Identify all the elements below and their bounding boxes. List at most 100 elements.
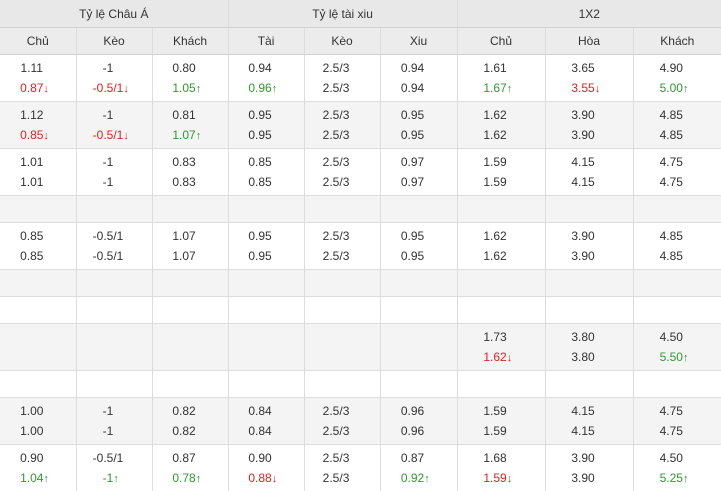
odds-value: 1.62 (483, 125, 506, 145)
odds-value: -1 (103, 172, 114, 192)
cell-ou-line: 2.5/3 (304, 125, 380, 149)
cell-ah-line: -0.5/1 ↓ (76, 125, 152, 149)
odds-value: 1.07 (172, 125, 195, 145)
cell-ah-line: -1 (76, 172, 152, 196)
col-header-handicap: Kèo (76, 28, 152, 55)
odds-value: 1.11 (21, 58, 43, 78)
odds-value: 4.85 (660, 105, 683, 125)
odds-value: 5.25 (660, 468, 683, 488)
odds-value: 0.95 (248, 246, 271, 266)
odds-value: 3.65 (571, 58, 594, 78)
cell-x12-away: 5.00 ↑ (633, 78, 721, 102)
cell-x12-draw (545, 297, 633, 324)
cell-ou-line: 2.5/3 (304, 102, 380, 126)
group-header-over-under: Tỷ lệ tài xiu (228, 0, 457, 28)
odds-value: 0.95 (401, 125, 424, 145)
odds-value: 1.61 (483, 58, 506, 78)
odds-value: 0.97 (401, 172, 424, 192)
cell-x12-away: 4.85 (633, 223, 721, 247)
cell-ou-over: 0.95 (228, 102, 304, 126)
cell-ou-under: 0.87 (380, 445, 457, 469)
odds-value: 0.85 (248, 152, 271, 172)
odds-value: 2.5/3 (323, 58, 350, 78)
odds-value: 3.55 (571, 78, 594, 98)
arrow-up-icon: ↑ (196, 79, 208, 99)
arrow-up-icon: ↑ (424, 469, 436, 489)
cell-x12-home: 1.59 (457, 172, 545, 196)
cell-ou-under: 0.95 (380, 125, 457, 149)
odds-value: 1.67 (483, 78, 506, 98)
cell-ah-line: -0.5/1 (76, 223, 152, 247)
cell-ah-line (76, 371, 152, 398)
cell-x12-away: 4.50 (633, 445, 721, 469)
cell-ah-home (0, 196, 76, 223)
cell-ou-line (304, 270, 380, 297)
cell-ou-under (380, 371, 457, 398)
cell-x12-home: 1.62 (457, 125, 545, 149)
cell-x12-draw: 3.80 (545, 324, 633, 348)
odds-value: 0.95 (248, 125, 271, 145)
col-header-1x2-home: Chủ (457, 28, 545, 55)
odds-value: 4.85 (660, 226, 683, 246)
cell-x12-away: 5.25 ↑ (633, 468, 721, 491)
odds-value: 4.90 (660, 58, 683, 78)
arrow-up-icon: ↑ (683, 79, 695, 99)
arrow-down-icon: ↓ (507, 469, 519, 489)
cell-ou-under (380, 270, 457, 297)
cell-ah-line (76, 297, 152, 324)
odds-value: 2.5/3 (323, 401, 350, 421)
cell-ah-home: 0.85 (0, 246, 76, 270)
cell-ou-line (304, 297, 380, 324)
odds-value: 1.59 (483, 401, 506, 421)
cell-x12-draw: 4.15 (545, 149, 633, 173)
cell-ou-under: 0.97 (380, 172, 457, 196)
cell-ou-line: 2.5/3 (304, 246, 380, 270)
cell-ah-home (0, 347, 76, 371)
odds-value: 3.90 (571, 105, 594, 125)
cell-ou-under: 0.95 (380, 223, 457, 247)
odds-value: 5.50 (660, 347, 683, 367)
odds-value: 0.87 (20, 78, 43, 98)
cell-ah-home (0, 324, 76, 348)
cell-ou-over (228, 270, 304, 297)
cell-x12-away (633, 270, 721, 297)
cell-ah-away (152, 196, 228, 223)
odds-value: 0.83 (172, 172, 195, 192)
cell-ah-home: 0.85 ↓ (0, 125, 76, 149)
odds-value: 4.15 (571, 152, 594, 172)
cell-x12-home: 1.61 (457, 55, 545, 79)
odds-value: 0.88 (248, 468, 271, 488)
col-header-draw: Hòa (545, 28, 633, 55)
empty-bookmaker-row (0, 371, 721, 398)
odds-value: 1.73 (483, 327, 506, 347)
odds-value: 0.92 (401, 468, 424, 488)
cell-ah-home: 1.00 (0, 398, 76, 422)
cell-ah-home: 0.90 (0, 445, 76, 469)
odds-value: 0.85 (248, 172, 271, 192)
cell-ah-away: 0.78 ↑ (152, 468, 228, 491)
cell-ou-under: 0.94 (380, 78, 457, 102)
cell-ou-line (304, 347, 380, 371)
cell-ou-over: 0.95 (228, 246, 304, 270)
cell-ah-line: -1 (76, 102, 152, 126)
odds-value: 0.90 (248, 448, 271, 468)
arrow-down-icon: ↓ (272, 469, 284, 489)
odds-value: 0.84 (248, 421, 271, 441)
cell-ah-line (76, 324, 152, 348)
odds-value: 1.59 (483, 172, 506, 192)
odds-value: 4.15 (571, 421, 594, 441)
odds-value: 0.85 (20, 125, 43, 145)
cell-ah-away: 1.07 (152, 223, 228, 247)
odds-value: 0.78 (172, 468, 195, 488)
cell-ah-home: 1.01 (0, 149, 76, 173)
odds-value: 4.85 (660, 246, 683, 266)
